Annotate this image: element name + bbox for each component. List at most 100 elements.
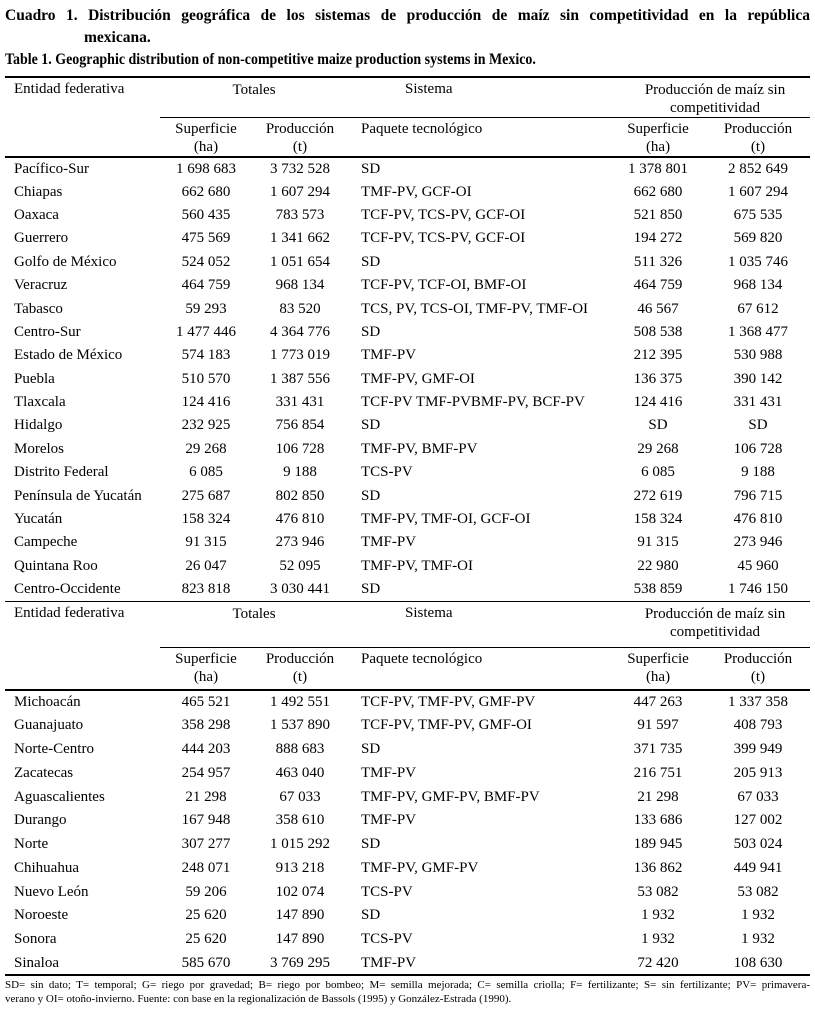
total-production-cell: 476 810 (275, 511, 325, 528)
entity-name-cell: Norte (14, 836, 49, 853)
header-superficie-unit: (ha) (193, 139, 219, 155)
entity-name-cell: Centro-Occidente (14, 580, 121, 597)
tech-package-cell: TCF-PV, TCS-PV, GCF-OI (361, 206, 526, 223)
entity-name-cell: Centro-Sur (14, 323, 81, 340)
nc-area-cell: 521 850 (633, 206, 683, 223)
table-row: Chiapas 662 680 1 607 294 TMF-PV, GCF-OI… (5, 180, 810, 203)
table-titles: Cuadro 1. Distribución geográfica de los… (5, 5, 810, 71)
tech-package-cell: TMF-PV (361, 954, 417, 971)
nc-production-cell: 569 820 (733, 230, 783, 247)
footnote-line2: verano y OI= otoño-invierno. Fuente: con… (5, 992, 512, 1005)
nc-production-cell: 449 941 (733, 859, 783, 876)
group-header-row: Entidad federativa Totales Sistema Produ… (5, 601, 811, 691)
nc-area-cell: 538 859 (633, 580, 683, 597)
nc-production-cell: 1 368 477 (728, 323, 789, 340)
sub-header-row: Superficie (ha) Producción (t) Paquete t… (5, 647, 811, 691)
tech-package-cell: TCF-PV, TMF-PV, GMF-PV (361, 693, 536, 710)
tech-package-cell: TMF-PV (361, 534, 417, 551)
nc-production-cell: 108 630 (733, 954, 783, 971)
total-production-cell: 756 854 (275, 417, 325, 434)
total-area-cell: 662 680 (181, 183, 231, 200)
nc-production-cell: 331 431 (733, 394, 783, 411)
nc-area-cell: 212 395 (633, 347, 683, 364)
group-header-totales: Totales (160, 77, 349, 118)
entity-name-cell: Chiapas (14, 183, 63, 200)
nc-area-cell: 216 751 (633, 764, 683, 781)
total-production-cell: 3 769 295 (270, 954, 330, 971)
total-area-cell: 25 620 (185, 931, 227, 948)
tech-package-cell: TMF-PV, GMF-OI (361, 370, 475, 387)
total-area-cell: 59 206 (185, 883, 227, 900)
entity-name-cell: Península de Yucatán (14, 487, 142, 504)
header-superficie-unit: (ha) (193, 669, 219, 686)
nc-area-cell: 447 263 (633, 693, 683, 710)
total-area-cell: 158 324 (181, 511, 231, 528)
title-spanish-line1: Cuadro 1. Distribución geográfica de los… (5, 7, 810, 24)
header-superficie-unit: (ha) (645, 669, 671, 686)
nc-production-cell: 127 002 (733, 812, 783, 829)
col-header-produccion-total: Producción (t) (252, 647, 349, 691)
table-row: Estado de México 574 183 1 773 019 TMF-P… (5, 344, 810, 367)
nc-area-cell: 29 268 (637, 440, 679, 457)
nc-area-cell: 194 272 (633, 230, 683, 247)
total-area-cell: 585 670 (181, 954, 231, 971)
total-production-cell: 106 728 (275, 440, 325, 457)
col-header-superficie-total: Superficie (ha) (160, 647, 252, 691)
tech-package-cell: SD (361, 253, 381, 270)
table-row: Quintana Roo 26 047 52 095 TMF-PV, TMF-O… (5, 555, 810, 578)
table-row: Tlaxcala 124 416 331 431 TCF-PV TMF-PVBM… (5, 391, 810, 414)
nc-area-cell: 189 945 (633, 836, 683, 853)
nc-area-cell: 72 420 (637, 954, 679, 971)
table-title-english: Table 1. Geographic distribution of non-… (5, 51, 536, 68)
total-area-cell: 464 759 (181, 277, 231, 294)
table-row: Oaxaca 560 435 783 573 TCF-PV, TCS-PV, G… (5, 204, 810, 227)
total-production-cell: 1 051 654 (270, 253, 330, 270)
table-row: Hidalgo 232 925 756 854 SD SD SD (5, 414, 810, 437)
table2-header: Entidad federativa Totales Sistema Produ… (5, 601, 811, 691)
total-area-cell: 444 203 (181, 740, 231, 757)
header-produccion-label: Producción (723, 121, 793, 137)
tech-package-cell: TMF-PV, GMF-PV, BMF-PV (361, 788, 540, 805)
tech-package-cell: SD (361, 836, 381, 853)
header-produccion-unit: (t) (292, 669, 308, 686)
table-row: Sonora 25 620 147 890 TCS-PV 1 932 1 932 (5, 928, 810, 952)
col-header-superficie-sc: Superficie (ha) (610, 647, 707, 691)
col-header-entidad: Entidad federativa (5, 77, 160, 158)
production-table-block1: Entidad federativa Totales Sistema Produ… (5, 76, 811, 602)
tech-package-cell: TCS-PV (361, 464, 413, 481)
table-row: Durango 167 948 358 610 TMF-PV 133 686 1… (5, 809, 810, 833)
col-header-entidad: Entidad federativa (5, 601, 160, 691)
col-header-paquete: Paquete tecnológico (348, 117, 611, 158)
total-production-cell: 4 364 776 (270, 323, 330, 340)
nc-area-cell: 508 538 (633, 323, 683, 340)
tech-package-cell: TMF-PV (361, 347, 417, 364)
tech-package-cell: TMF-PV, BMF-PV (361, 440, 478, 457)
entity-name-cell: Estado de México (14, 347, 123, 364)
tech-package-cell: TCF-PV TMF-PVBMF-PV, BCF-PV (361, 394, 585, 411)
tech-package-cell: SD (361, 580, 381, 597)
table-row: Centro-Sur 1 477 446 4 364 776 SD 508 53… (5, 321, 810, 344)
tech-package-cell: TMF-PV (361, 812, 417, 829)
total-area-cell: 475 569 (181, 230, 231, 247)
nc-production-cell: 53 082 (737, 883, 779, 900)
total-area-cell: 510 570 (181, 370, 231, 387)
total-area-cell: 248 071 (181, 859, 231, 876)
table-row: Aguascalientes 21 298 67 033 TMF-PV, GMF… (5, 785, 810, 809)
total-area-cell: 1 477 446 (176, 323, 236, 340)
total-production-cell: 67 033 (279, 788, 321, 805)
nc-production-cell: 408 793 (733, 717, 783, 734)
nc-area-cell: 1 932 (641, 907, 675, 924)
table-row: Morelos 29 268 106 728 TMF-PV, BMF-PV 29… (5, 438, 810, 461)
col-header-superficie-total: Superficie (ha) (160, 117, 252, 158)
header-produccion-unit: (t) (750, 139, 766, 155)
nc-area-cell: 1 378 801 (628, 160, 689, 177)
nc-production-cell: 67 033 (737, 788, 779, 805)
title-spanish-line2: mexicana. (84, 29, 151, 46)
nc-production-cell: 9 188 (741, 464, 775, 481)
tech-package-cell: TCS-PV (361, 931, 413, 948)
total-area-cell: 232 925 (181, 417, 231, 434)
sub-header-row: Superficie (ha) Producción (t) Paquete t… (5, 117, 811, 158)
total-production-cell: 1 492 551 (270, 693, 330, 710)
total-production-cell: 147 890 (275, 907, 325, 924)
nc-production-cell: 67 612 (737, 300, 779, 317)
